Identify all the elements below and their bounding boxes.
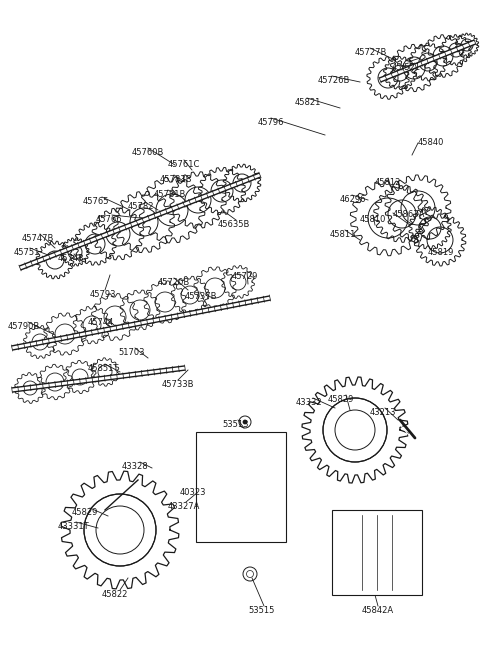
Bar: [332, 510, 422, 595]
Text: 53513: 53513: [222, 420, 249, 429]
Text: 45812: 45812: [375, 178, 401, 187]
Text: 45783B: 45783B: [160, 175, 192, 184]
Text: 45840: 45840: [418, 138, 444, 147]
Text: 45747B: 45747B: [22, 234, 54, 243]
Text: 45761C: 45761C: [168, 160, 200, 169]
Text: 43331T: 43331T: [58, 522, 90, 531]
Text: 45737B: 45737B: [185, 292, 217, 301]
Text: 45829: 45829: [72, 508, 98, 517]
Text: 45726B: 45726B: [318, 76, 350, 85]
Text: 45829: 45829: [328, 395, 354, 404]
Text: 45727B: 45727B: [355, 48, 387, 57]
Text: 43327A: 43327A: [168, 502, 200, 511]
Text: 45729: 45729: [232, 272, 258, 281]
Text: 45810: 45810: [360, 215, 386, 224]
Text: 43328: 43328: [122, 462, 149, 471]
Text: 45793: 45793: [90, 290, 117, 299]
Text: 43332: 43332: [296, 398, 323, 407]
Circle shape: [242, 420, 247, 424]
Text: 45821: 45821: [295, 98, 322, 107]
Text: 45765: 45765: [83, 197, 109, 206]
Text: 45781B: 45781B: [154, 190, 186, 199]
Text: 40323: 40323: [180, 488, 206, 497]
Bar: [196, 432, 286, 542]
Text: 45819: 45819: [428, 248, 455, 257]
Text: 45751: 45751: [14, 248, 40, 257]
Text: 45863A: 45863A: [393, 210, 425, 219]
Text: 43213: 43213: [370, 408, 396, 417]
Text: 45744: 45744: [88, 318, 114, 327]
Text: 45760B: 45760B: [132, 148, 164, 157]
Text: 45635B: 45635B: [218, 220, 251, 229]
Text: 45782: 45782: [128, 202, 155, 211]
Text: 45766: 45766: [96, 215, 122, 224]
Text: 45720B: 45720B: [158, 278, 190, 287]
Text: 51703: 51703: [118, 348, 144, 357]
Text: 45851T: 45851T: [88, 364, 120, 373]
Text: 45748: 45748: [58, 254, 84, 263]
Text: 45796: 45796: [258, 118, 285, 127]
Text: 45822: 45822: [102, 590, 128, 599]
Text: 45790B: 45790B: [8, 322, 40, 331]
Text: 45842A: 45842A: [362, 606, 394, 615]
Text: 46296: 46296: [340, 195, 367, 204]
Text: 45811: 45811: [330, 230, 356, 239]
Text: 45733B: 45733B: [162, 380, 194, 389]
Text: 53515: 53515: [248, 606, 275, 615]
Text: 45/521: 45/521: [392, 62, 421, 71]
